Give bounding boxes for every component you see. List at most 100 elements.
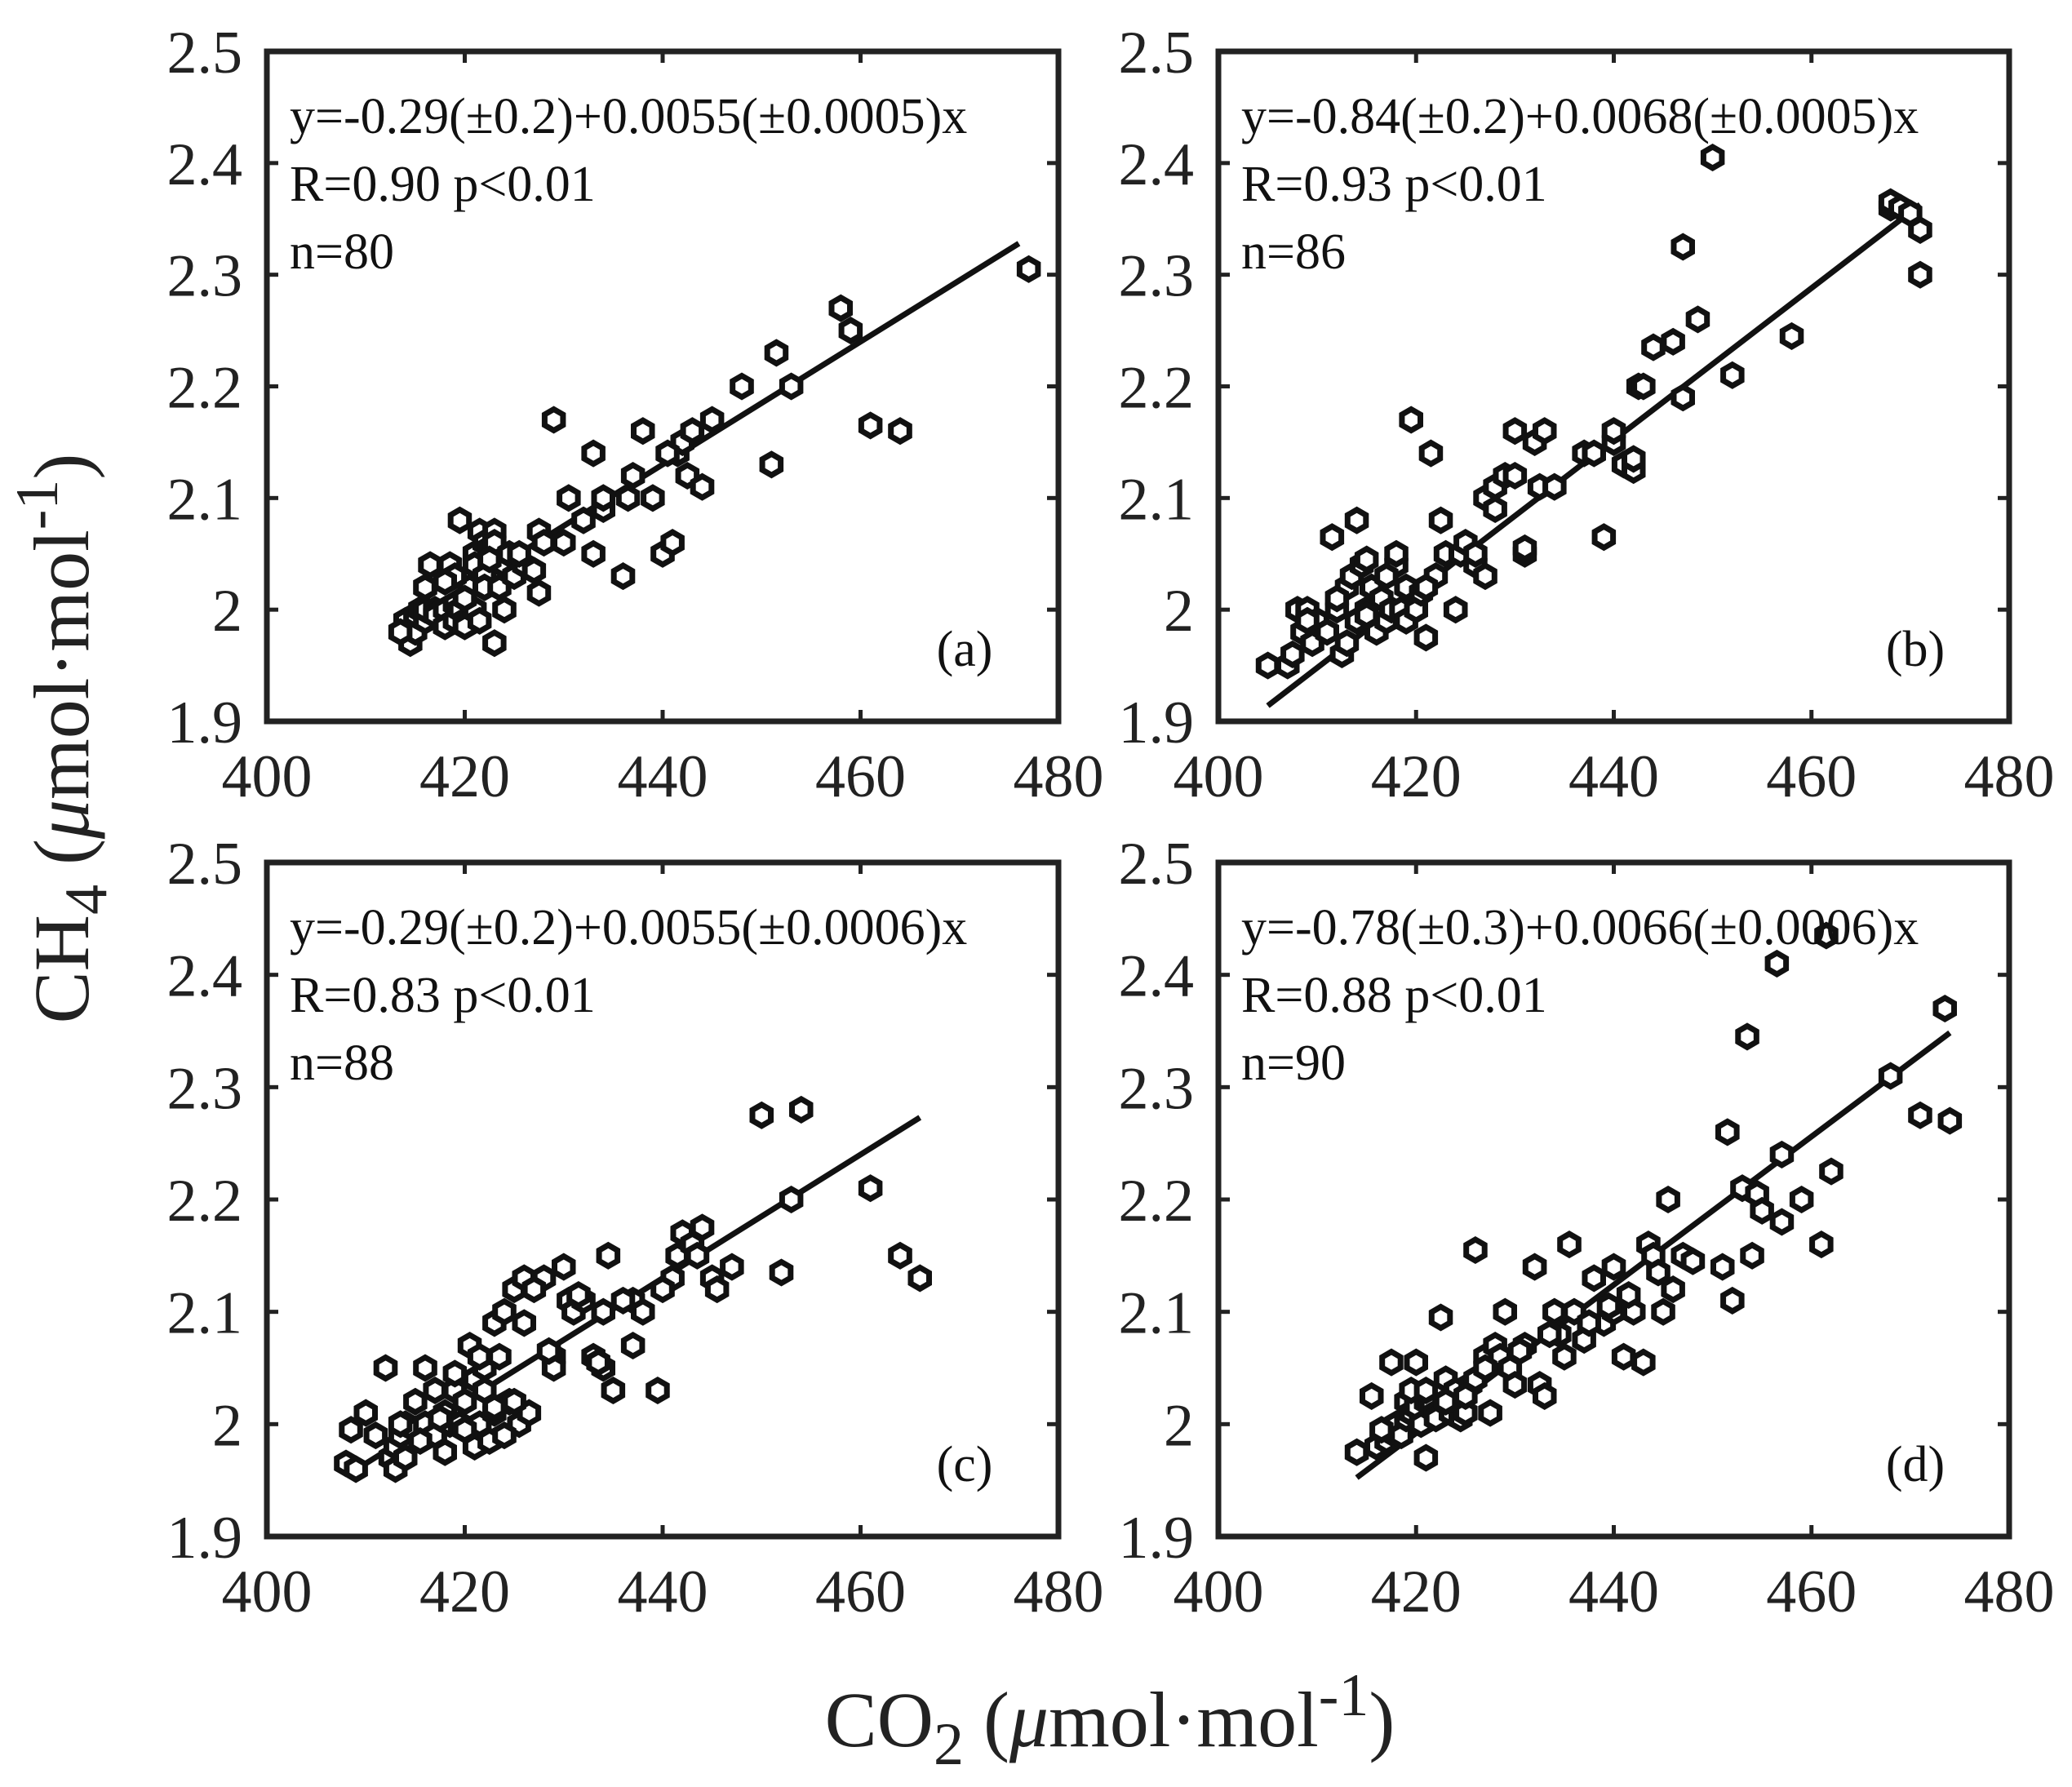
data-point bbox=[1720, 361, 1745, 389]
data-point bbox=[680, 417, 705, 446]
data-point bbox=[344, 1455, 368, 1483]
y-tick-label: 1.9 bbox=[167, 690, 243, 756]
y-tick-label: 2.4 bbox=[167, 131, 243, 198]
data-point bbox=[907, 1264, 932, 1293]
y-tick-label: 2.1 bbox=[167, 466, 243, 533]
data-point bbox=[1809, 1231, 1834, 1259]
data-point bbox=[1601, 417, 1626, 446]
data-point bbox=[1473, 1354, 1497, 1382]
y-tick-label: 2.2 bbox=[167, 355, 243, 422]
data-point bbox=[1552, 1342, 1577, 1371]
data-point bbox=[1315, 618, 1339, 646]
data-point bbox=[433, 1438, 457, 1466]
y-tick-label: 2.3 bbox=[167, 1055, 243, 1122]
y-axis-title: CH4 (μmol·mol-1) bbox=[4, 454, 120, 1024]
y-tick-label: 2.4 bbox=[1119, 943, 1195, 1010]
data-point bbox=[620, 461, 646, 490]
x-tick-label: 440 bbox=[1568, 1559, 1659, 1625]
panel-label: (c) bbox=[937, 1437, 993, 1492]
data-point bbox=[1631, 372, 1656, 401]
data-point bbox=[1374, 562, 1399, 591]
data-point bbox=[1656, 1185, 1680, 1214]
data-point bbox=[888, 1241, 912, 1270]
y-tick-label: 2.2 bbox=[1119, 355, 1195, 422]
annotation-line: R=0.83 p<0.01 bbox=[290, 968, 596, 1023]
x-tick-label: 400 bbox=[222, 1559, 313, 1625]
y-tick-label: 2.4 bbox=[1119, 131, 1195, 198]
data-point bbox=[1413, 1376, 1439, 1405]
data-point bbox=[1413, 623, 1439, 652]
data-point bbox=[1685, 305, 1710, 334]
data-point bbox=[596, 1241, 621, 1270]
data-point bbox=[641, 484, 665, 512]
data-point bbox=[1502, 1371, 1528, 1399]
data-point bbox=[858, 411, 883, 440]
data-point bbox=[1344, 506, 1369, 534]
data-point bbox=[646, 1376, 670, 1405]
data-point bbox=[353, 1399, 378, 1427]
data-point bbox=[502, 1387, 526, 1416]
y-tick-label: 2.3 bbox=[1119, 243, 1195, 310]
x-tick-label: 420 bbox=[419, 1559, 510, 1625]
data-point bbox=[1413, 1443, 1439, 1472]
y-tick-label: 2.5 bbox=[167, 20, 243, 86]
y-tick-label: 1.9 bbox=[1119, 690, 1195, 756]
data-point bbox=[1533, 1381, 1557, 1410]
data-point bbox=[452, 1387, 477, 1416]
data-point bbox=[526, 579, 552, 607]
data-point bbox=[699, 406, 725, 434]
annotation-line: n=80 bbox=[290, 224, 394, 280]
data-point bbox=[610, 562, 636, 591]
data-point bbox=[571, 506, 596, 534]
data-point bbox=[447, 506, 473, 534]
data-point bbox=[1715, 1118, 1740, 1146]
panel-label: (d) bbox=[1886, 1437, 1945, 1492]
data-point bbox=[536, 1337, 561, 1365]
panel-b: 400 420 440 460 480 1.9 2 2.1 2.2 2.3 2.4 2.5 y=-0.8… bbox=[1119, 20, 2055, 810]
y-tick-label: 2.2 bbox=[167, 1168, 243, 1235]
data-point bbox=[388, 618, 413, 646]
data-point bbox=[591, 1297, 615, 1326]
data-point bbox=[531, 529, 557, 557]
data-point bbox=[858, 1174, 883, 1203]
data-point bbox=[1616, 1280, 1641, 1310]
data-point bbox=[1779, 321, 1804, 350]
data-point bbox=[1769, 1208, 1795, 1236]
data-point bbox=[655, 439, 680, 468]
plot-frame bbox=[264, 48, 1062, 725]
x-tick-label: 460 bbox=[1766, 1559, 1857, 1625]
data-point bbox=[1493, 1297, 1517, 1326]
data-point bbox=[1814, 921, 1839, 950]
annotation-line: n=86 bbox=[1241, 224, 1346, 280]
data-point bbox=[1819, 1157, 1844, 1186]
data-point bbox=[418, 551, 442, 579]
data-point bbox=[749, 1101, 774, 1129]
data-point bbox=[779, 1185, 804, 1214]
data-point bbox=[393, 1443, 418, 1472]
data-point bbox=[1937, 1106, 1963, 1135]
x-tick-label: 460 bbox=[1766, 743, 1857, 810]
data-point bbox=[1646, 1258, 1670, 1287]
data-point bbox=[388, 1410, 413, 1439]
data-point bbox=[363, 1421, 388, 1450]
data-point bbox=[690, 472, 715, 501]
data-point bbox=[759, 450, 784, 479]
data-point bbox=[1769, 1140, 1795, 1168]
y-tick-label: 2.3 bbox=[1119, 1055, 1195, 1122]
data-point bbox=[1622, 445, 1646, 473]
data-point bbox=[650, 1275, 675, 1304]
x-tick-label: 420 bbox=[419, 743, 510, 810]
y-tick-label: 2 bbox=[212, 578, 242, 645]
data-point bbox=[1537, 1320, 1562, 1349]
x-tick-label: 460 bbox=[815, 1559, 906, 1625]
data-point bbox=[442, 1359, 468, 1388]
data-point bbox=[1908, 215, 1932, 244]
annotation-line: R=0.90 p<0.01 bbox=[290, 157, 596, 212]
data-point bbox=[1750, 1196, 1774, 1225]
x-tick-label: 440 bbox=[1568, 743, 1659, 810]
data-point bbox=[1908, 260, 1932, 289]
data-point bbox=[769, 1258, 794, 1287]
y-tick-label: 2.1 bbox=[1119, 1280, 1195, 1347]
data-point bbox=[631, 1297, 655, 1326]
x-tick-label: 400 bbox=[1174, 1559, 1264, 1625]
